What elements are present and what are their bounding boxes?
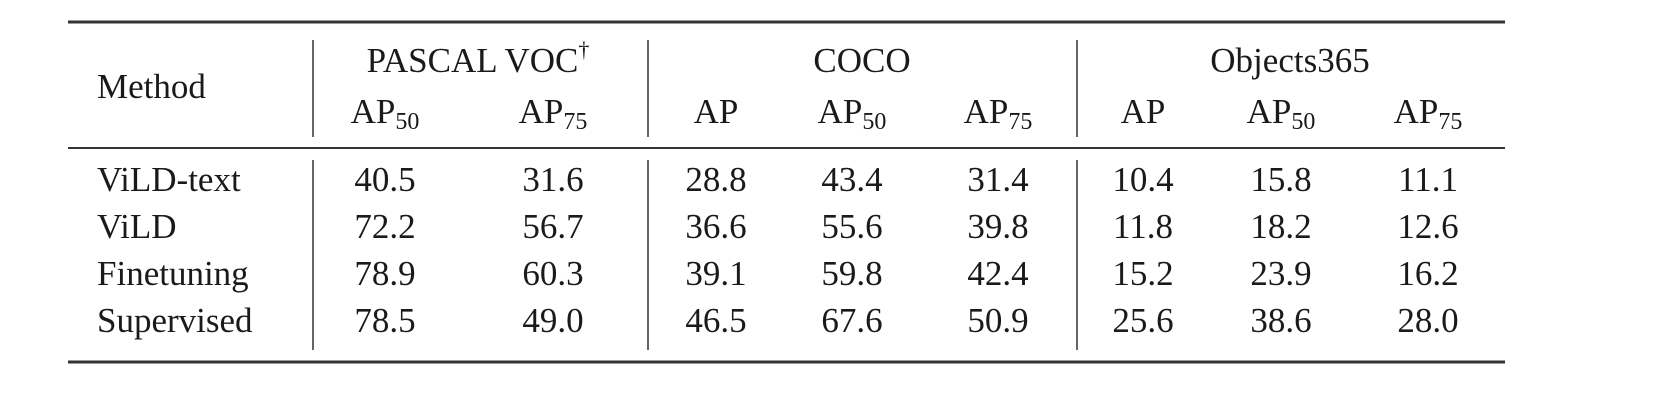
- group-header: Objects365: [1210, 41, 1369, 80]
- cell-value: 42.4: [967, 254, 1028, 293]
- cell-value: 18.2: [1250, 207, 1311, 246]
- column-name: AP: [1247, 92, 1292, 131]
- column-header: AP: [694, 92, 739, 131]
- cell-value: 23.9: [1250, 254, 1311, 293]
- column-header: AP75: [1394, 92, 1463, 134]
- column-name: AP: [964, 92, 1009, 131]
- subscript: 50: [862, 109, 886, 135]
- cell-value: 40.5: [354, 160, 415, 199]
- column-name: AP: [1394, 92, 1439, 131]
- cell-value: 28.8: [685, 160, 746, 199]
- cell-value: 78.9: [354, 254, 415, 293]
- row-label: Finetuning: [97, 254, 249, 293]
- cell-value: 39.8: [967, 207, 1028, 246]
- cell-value: 15.8: [1250, 160, 1311, 199]
- group-header: COCO: [813, 41, 910, 80]
- group-name: COCO: [813, 41, 910, 80]
- superscript: †: [578, 37, 589, 62]
- cell-value: 28.0: [1397, 301, 1458, 340]
- cell-value: 38.6: [1250, 301, 1311, 340]
- cell-value: 59.8: [821, 254, 882, 293]
- cell-value: 11.1: [1398, 160, 1458, 199]
- cell-value: 49.0: [522, 301, 583, 340]
- cell-value: 25.6: [1112, 301, 1173, 340]
- cell-value: 11.8: [1113, 207, 1173, 246]
- column-name: AP: [1121, 92, 1166, 131]
- cell-value: 12.6: [1397, 207, 1458, 246]
- group-header: PASCAL VOC†: [367, 37, 590, 80]
- column-header: AP75: [964, 92, 1033, 134]
- column-header: AP75: [519, 92, 588, 134]
- subscript: 75: [563, 109, 587, 135]
- cell-value: 15.2: [1112, 254, 1173, 293]
- column-header: AP50: [351, 92, 420, 134]
- cell-value: 50.9: [967, 301, 1028, 340]
- row-label: ViLD: [97, 207, 177, 246]
- row-label: ViLD-text: [97, 160, 241, 199]
- column-name: AP: [351, 92, 396, 131]
- subscript: 50: [1291, 109, 1315, 135]
- column-header: AP50: [818, 92, 887, 134]
- cell-value: 56.7: [522, 207, 583, 246]
- subscript: 75: [1008, 109, 1032, 135]
- subscript: 50: [395, 109, 419, 135]
- cell-value: 55.6: [821, 207, 882, 246]
- cell-value: 72.2: [354, 207, 415, 246]
- row-label: Supervised: [97, 301, 253, 340]
- column-name: AP: [818, 92, 863, 131]
- column-name: AP: [694, 92, 739, 131]
- cell-value: 46.5: [685, 301, 746, 340]
- cell-value: 31.4: [967, 160, 1028, 199]
- group-name: PASCAL VOC: [367, 41, 579, 80]
- column-name: AP: [519, 92, 564, 131]
- cell-value: 16.2: [1397, 254, 1458, 293]
- method-header: Method: [97, 67, 206, 106]
- cell-value: 39.1: [685, 254, 746, 293]
- cell-value: 36.6: [685, 207, 746, 246]
- cell-value: 43.4: [821, 160, 882, 199]
- cell-value: 31.6: [522, 160, 583, 199]
- cell-value: 60.3: [522, 254, 583, 293]
- cell-value: 67.6: [821, 301, 882, 340]
- subscript: 75: [1438, 109, 1462, 135]
- cell-value: 10.4: [1112, 160, 1173, 199]
- cell-value: 78.5: [354, 301, 415, 340]
- column-header: AP50: [1247, 92, 1316, 134]
- group-name: Objects365: [1210, 41, 1369, 80]
- column-header: AP: [1121, 92, 1166, 131]
